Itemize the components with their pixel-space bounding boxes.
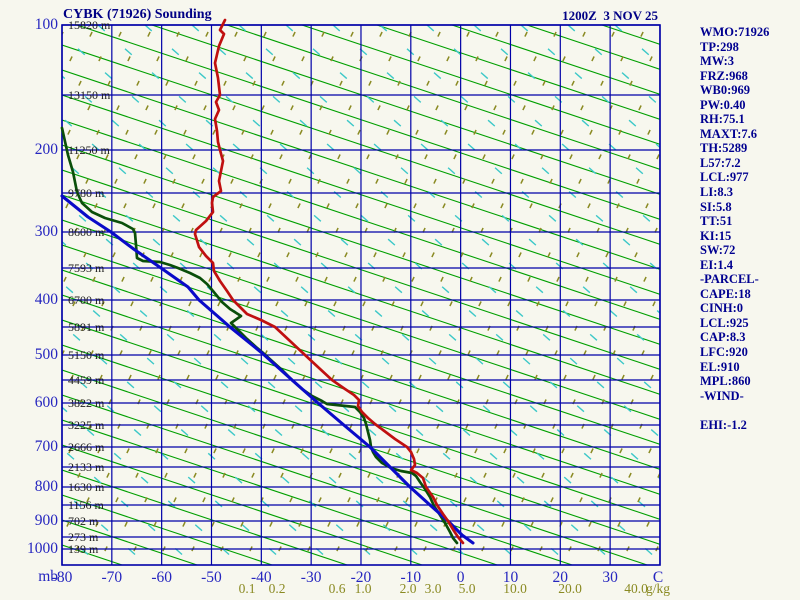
altitude-label: 9780 m — [68, 186, 105, 200]
temperature-tick-label: -70 — [101, 569, 123, 586]
stat-line: SI:5.8 — [700, 199, 732, 214]
altitude-label: 2666 m — [68, 440, 105, 454]
pressure-tick-label: 700 — [34, 438, 58, 455]
stat-line: LFC:920 — [700, 345, 748, 360]
stat-line: L57:7.2 — [700, 155, 741, 170]
temperature-tick-label: -30 — [300, 569, 322, 586]
mixing-ratio-tick-label: 0.1 — [238, 581, 256, 596]
temperature-tick-label: -40 — [250, 569, 272, 586]
stat-line: EHI:-1.2 — [700, 417, 747, 432]
mixing-ratio-tick-label: 10.0 — [503, 581, 527, 596]
stats-panel: WMO:71926 TP:298 MW:3 FRZ:968 WB0:969 PW:0.40… — [700, 25, 800, 432]
altitude-label: 5891 m — [68, 320, 105, 334]
mixing-ratio-lines — [62, 31, 660, 552]
stat-line: KI:15 — [700, 228, 732, 243]
stat-line: WB0:969 — [700, 83, 750, 98]
temperature-tick-label: 20 — [552, 569, 569, 586]
stat-line: TT:51 — [700, 214, 733, 229]
pressure-unit-label: mb — [38, 568, 58, 585]
stat-line: -WIND- — [700, 388, 744, 403]
pressure-tick-label: 300 — [34, 223, 58, 240]
pressure-tick-label: 400 — [34, 291, 58, 308]
altitude-label: 8600 m — [68, 225, 105, 239]
temperature-tick-label: -60 — [151, 569, 172, 586]
mixing-ratio-tick-label: 0.6 — [328, 581, 346, 596]
stat-line: CAP:8.3 — [700, 330, 746, 345]
altitude-label: 7593 m — [68, 261, 105, 275]
pressure-tick-label: 1000 — [27, 540, 58, 557]
stat-line: MPL:860 — [700, 374, 751, 389]
stats-spacer — [700, 403, 800, 418]
mixing-ratio-unit-label: g/kg — [646, 581, 671, 596]
stat-line: FRZ:968 — [700, 68, 748, 83]
stat-line: LCL:925 — [700, 315, 749, 330]
stat-line: SW:72 — [700, 243, 736, 258]
pressure-tick-label: 600 — [34, 394, 58, 411]
stat-line: MW:3 — [700, 54, 735, 69]
altitude-label: 2133 m — [68, 460, 105, 474]
mixing-ratio-tick-label: 1.0 — [354, 581, 372, 596]
temperature-tick-label: -20 — [350, 569, 372, 586]
pressure-temperature-grid — [61, 24, 661, 566]
stat-line: WMO:71926 — [700, 25, 770, 39]
altitude-label: 4459 m — [68, 373, 105, 387]
altitude-label: 5150 m — [68, 348, 105, 362]
altitude-label: 11250 m — [68, 143, 110, 157]
mixing-ratio-tick-label: 5.0 — [458, 581, 476, 596]
altitude-label: 702 m — [68, 514, 99, 528]
pressure-tick-label: 800 — [34, 478, 58, 495]
altitude-label: 273 m — [68, 530, 99, 544]
stat-line: CINH:0 — [700, 301, 744, 316]
stat-line: LI:8.3 — [700, 185, 733, 200]
altitude-label: 1630 m — [68, 480, 105, 494]
pressure-tick-label: 100 — [34, 16, 58, 33]
altitude-label: 15820 m — [68, 18, 111, 32]
temperature-tick-label: -50 — [201, 569, 222, 586]
altitude-label: 6700 m — [68, 293, 105, 307]
temperature-tick-label: 10 — [502, 569, 519, 586]
temperature-curve — [193, 18, 465, 545]
pressure-tick-label: 900 — [34, 512, 58, 529]
altitude-label: 139 m — [68, 542, 99, 556]
stat-line: MAXT:7.6 — [700, 126, 758, 141]
pressure-tick-label: 500 — [34, 346, 58, 363]
stat-line: LCL:977 — [700, 170, 749, 185]
page-title: CYBK (71926) Sounding — [63, 7, 212, 22]
stat-line: -PARCEL- — [700, 272, 759, 287]
altitude-label: 3822 m — [68, 396, 105, 410]
mixing-ratio-tick-label: 20.0 — [558, 581, 582, 596]
temperature-unit-label: C — [652, 569, 664, 586]
altitude-label: 1156 m — [68, 498, 104, 512]
stat-line: TP:298 — [700, 39, 739, 54]
stat-line: EI:1.4 — [700, 257, 733, 272]
datetime-label: 1200Z 3 NOV 25 — [562, 8, 658, 23]
stat-line: RH:75.1 — [700, 112, 745, 127]
mixing-ratio-tick-label: 0.2 — [268, 581, 286, 596]
temperature-tick-label: -80 — [51, 569, 73, 586]
pressure-tick-label: 200 — [34, 141, 58, 158]
temperature-tick-label: 30 — [602, 569, 618, 586]
stat-line: PW:0.40 — [700, 97, 746, 112]
moist-adiabat-lines — [62, 25, 660, 565]
mixing-ratio-tick-label: 2.0 — [399, 581, 417, 596]
temperature-tick-label: -10 — [400, 569, 422, 586]
mixing-ratio-tick-label: 40.0 — [624, 581, 648, 596]
altitude-label: 3225 m — [68, 418, 105, 432]
parcel-curve — [60, 194, 475, 545]
stat-line: EL:910 — [700, 359, 740, 374]
stat-line: CAPE:18 — [700, 286, 751, 301]
mixing-ratio-tick-label: 3.0 — [424, 581, 442, 596]
altitude-label: 13150 m — [68, 88, 111, 102]
stat-line: TH:5289 — [700, 141, 748, 156]
temperature-tick-label: 0 — [456, 569, 465, 586]
